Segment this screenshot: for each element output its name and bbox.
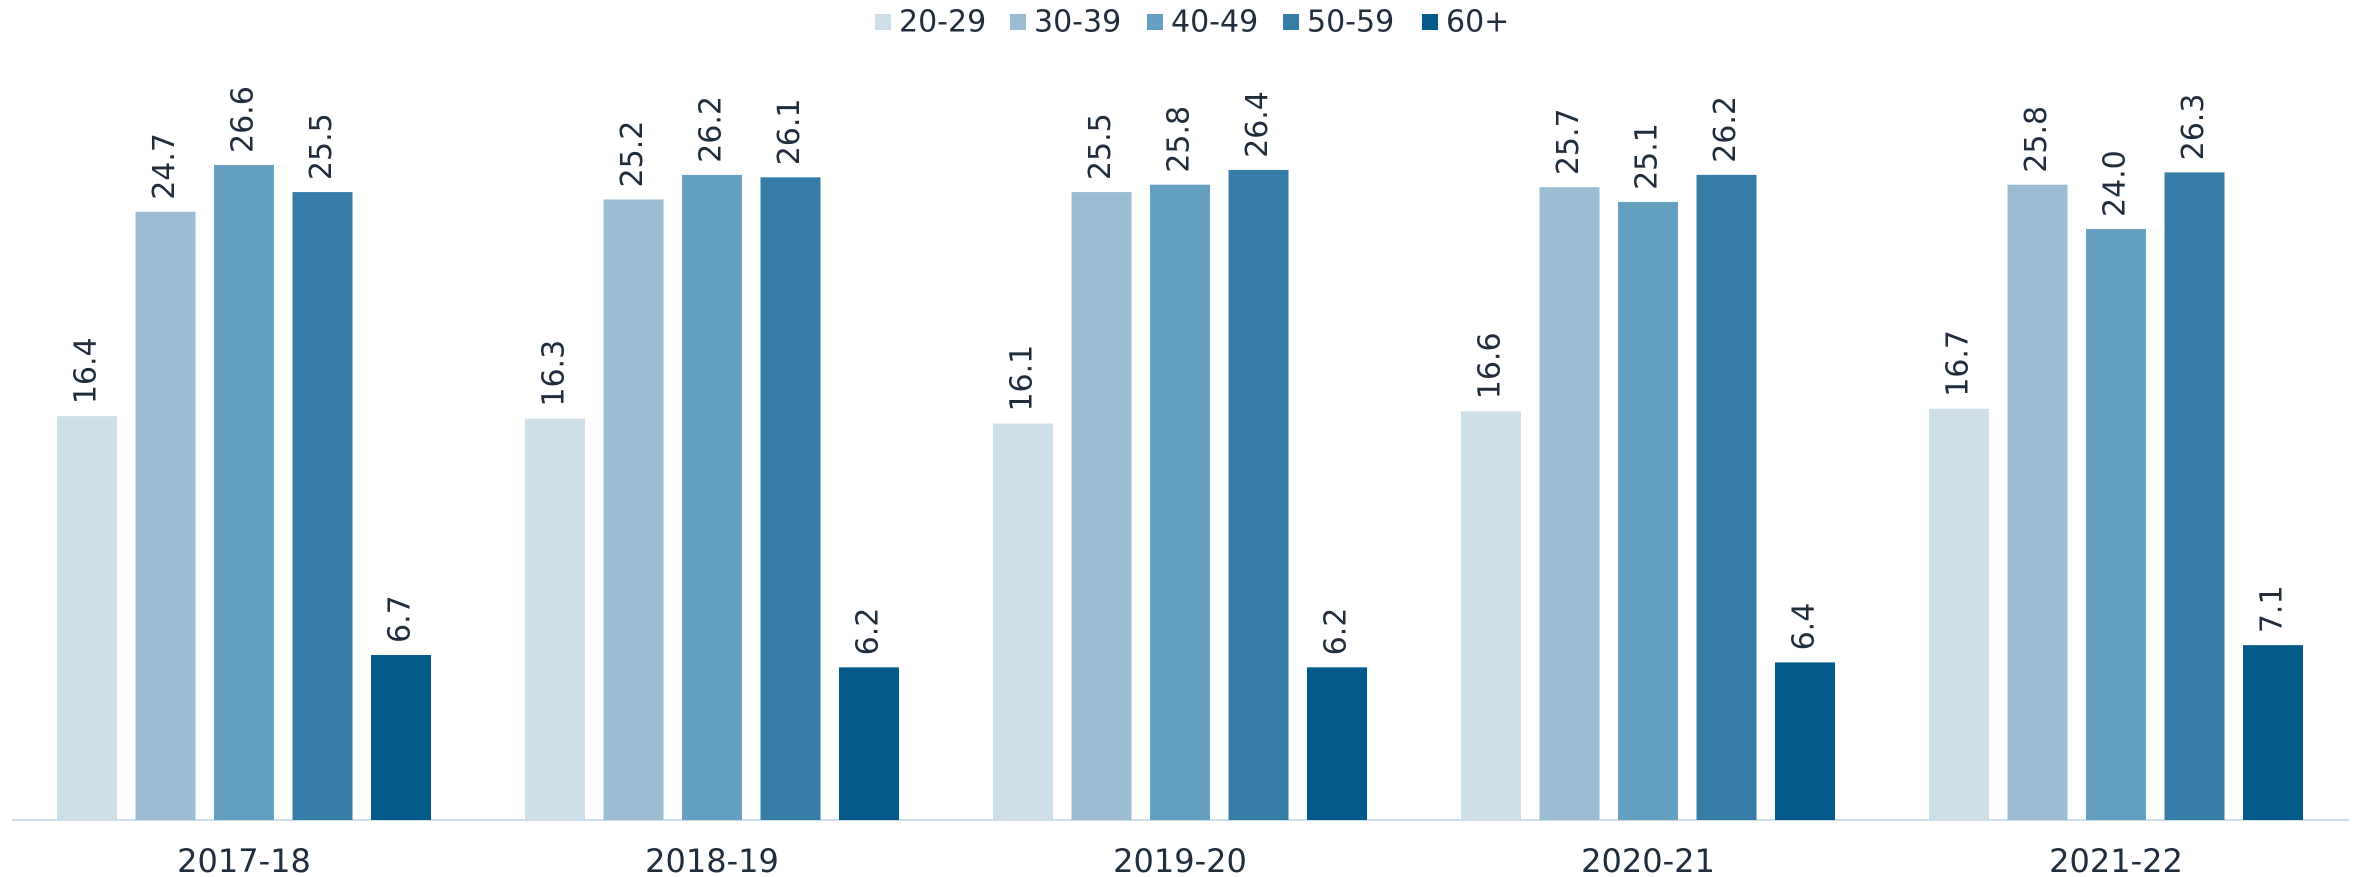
bar [1696,174,1757,821]
bar [1150,184,1210,821]
bar [1929,408,1989,820]
value-label: 26.2 [1708,96,1743,163]
legend-label: 40-49 [1171,5,1258,40]
bar [603,199,664,820]
value-label: 25.7 [1551,108,1586,175]
value-label: 16.6 [1473,332,1508,399]
bar [214,165,274,820]
value-label: 26.1 [772,99,807,166]
bar [2243,645,2303,820]
legend-swatch [875,14,891,30]
x-tick-label: 2021-22 [2049,842,2183,877]
bar [2086,229,2146,820]
bar [839,667,899,820]
x-tick-label: 2019-20 [1113,842,1247,877]
value-label: 26.4 [1240,91,1275,158]
value-label: 7.1 [2255,585,2290,633]
legend-swatch [1010,14,1026,30]
bar [135,211,196,821]
bar [2164,172,2225,821]
value-label: 25.5 [304,113,339,180]
value-label: 6.2 [1319,608,1354,656]
value-label: 16.4 [69,337,104,404]
bar [2007,184,2068,821]
bar [1461,411,1521,820]
bar [993,423,1053,820]
legend-swatch [1422,14,1438,30]
x-tick-label: 2020-21 [1581,842,1715,877]
bar [1618,201,1678,820]
legend-label: 20-29 [899,5,986,40]
bar [525,418,585,820]
value-label: 16.3 [537,340,572,407]
value-label: 24.0 [2098,150,2133,217]
legend-label: 30-39 [1034,5,1121,40]
x-tick-label: 2018-19 [645,842,779,877]
value-label: 6.7 [383,595,418,643]
legend-swatch [1283,14,1299,30]
value-label: 25.2 [615,121,650,188]
value-label: 16.7 [1941,330,1976,397]
bar [682,174,742,821]
bar [57,416,117,820]
bar [1539,187,1600,821]
bar [1775,662,1835,820]
value-label: 25.8 [1162,106,1197,173]
value-label: 25.5 [1083,113,1118,180]
value-label: 26.3 [2176,94,2211,161]
value-label: 6.2 [851,608,886,656]
legend-swatch [1147,14,1163,30]
value-label: 25.8 [2019,106,2054,173]
value-label: 16.1 [1005,345,1040,412]
bar [1307,667,1367,820]
value-label: 25.1 [1630,123,1665,190]
bar [371,655,431,820]
bar [1071,192,1132,820]
bar [760,177,821,821]
value-label: 26.2 [694,96,729,163]
value-label: 6.4 [1787,603,1822,651]
value-label: 24.7 [147,133,182,200]
legend-label: 60+ [1446,5,1509,40]
legend-label: 50-59 [1307,5,1394,40]
x-tick-label: 2017-18 [177,842,311,877]
value-label: 26.6 [226,86,261,153]
bar [1228,169,1289,820]
bar [292,192,353,820]
